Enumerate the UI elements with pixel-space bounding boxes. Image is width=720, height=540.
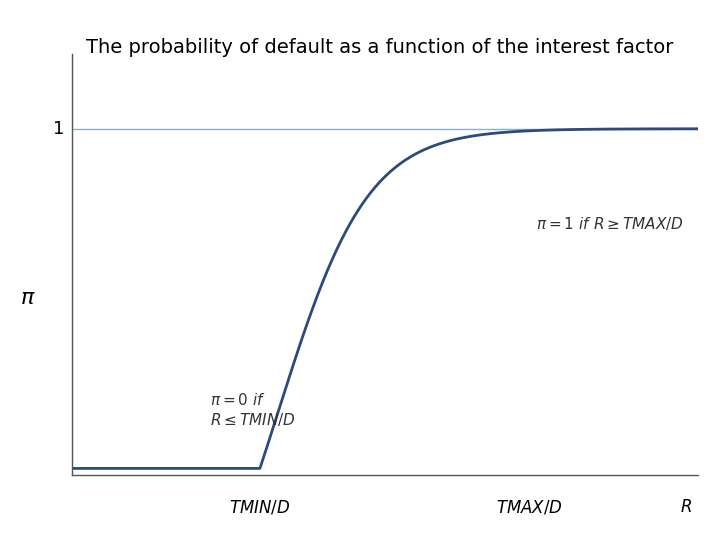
Text: The probability of default as a function of the interest factor: The probability of default as a function… <box>86 38 674 57</box>
Text: $\pi$: $\pi$ <box>20 288 36 308</box>
Text: $TMIN/D$: $TMIN/D$ <box>229 498 291 516</box>
Text: $TMAX/D$: $TMAX/D$ <box>496 498 563 516</box>
Text: 1: 1 <box>53 120 65 138</box>
Text: $\pi = 0\ if$
$R \leq TMIN/D$: $\pi = 0\ if$ $R \leq TMIN/D$ <box>210 392 296 428</box>
Text: $\pi = 1\ if\ R \geq TMAX/D$: $\pi = 1\ if\ R \geq TMAX/D$ <box>536 215 683 232</box>
Text: $R$: $R$ <box>680 498 692 516</box>
